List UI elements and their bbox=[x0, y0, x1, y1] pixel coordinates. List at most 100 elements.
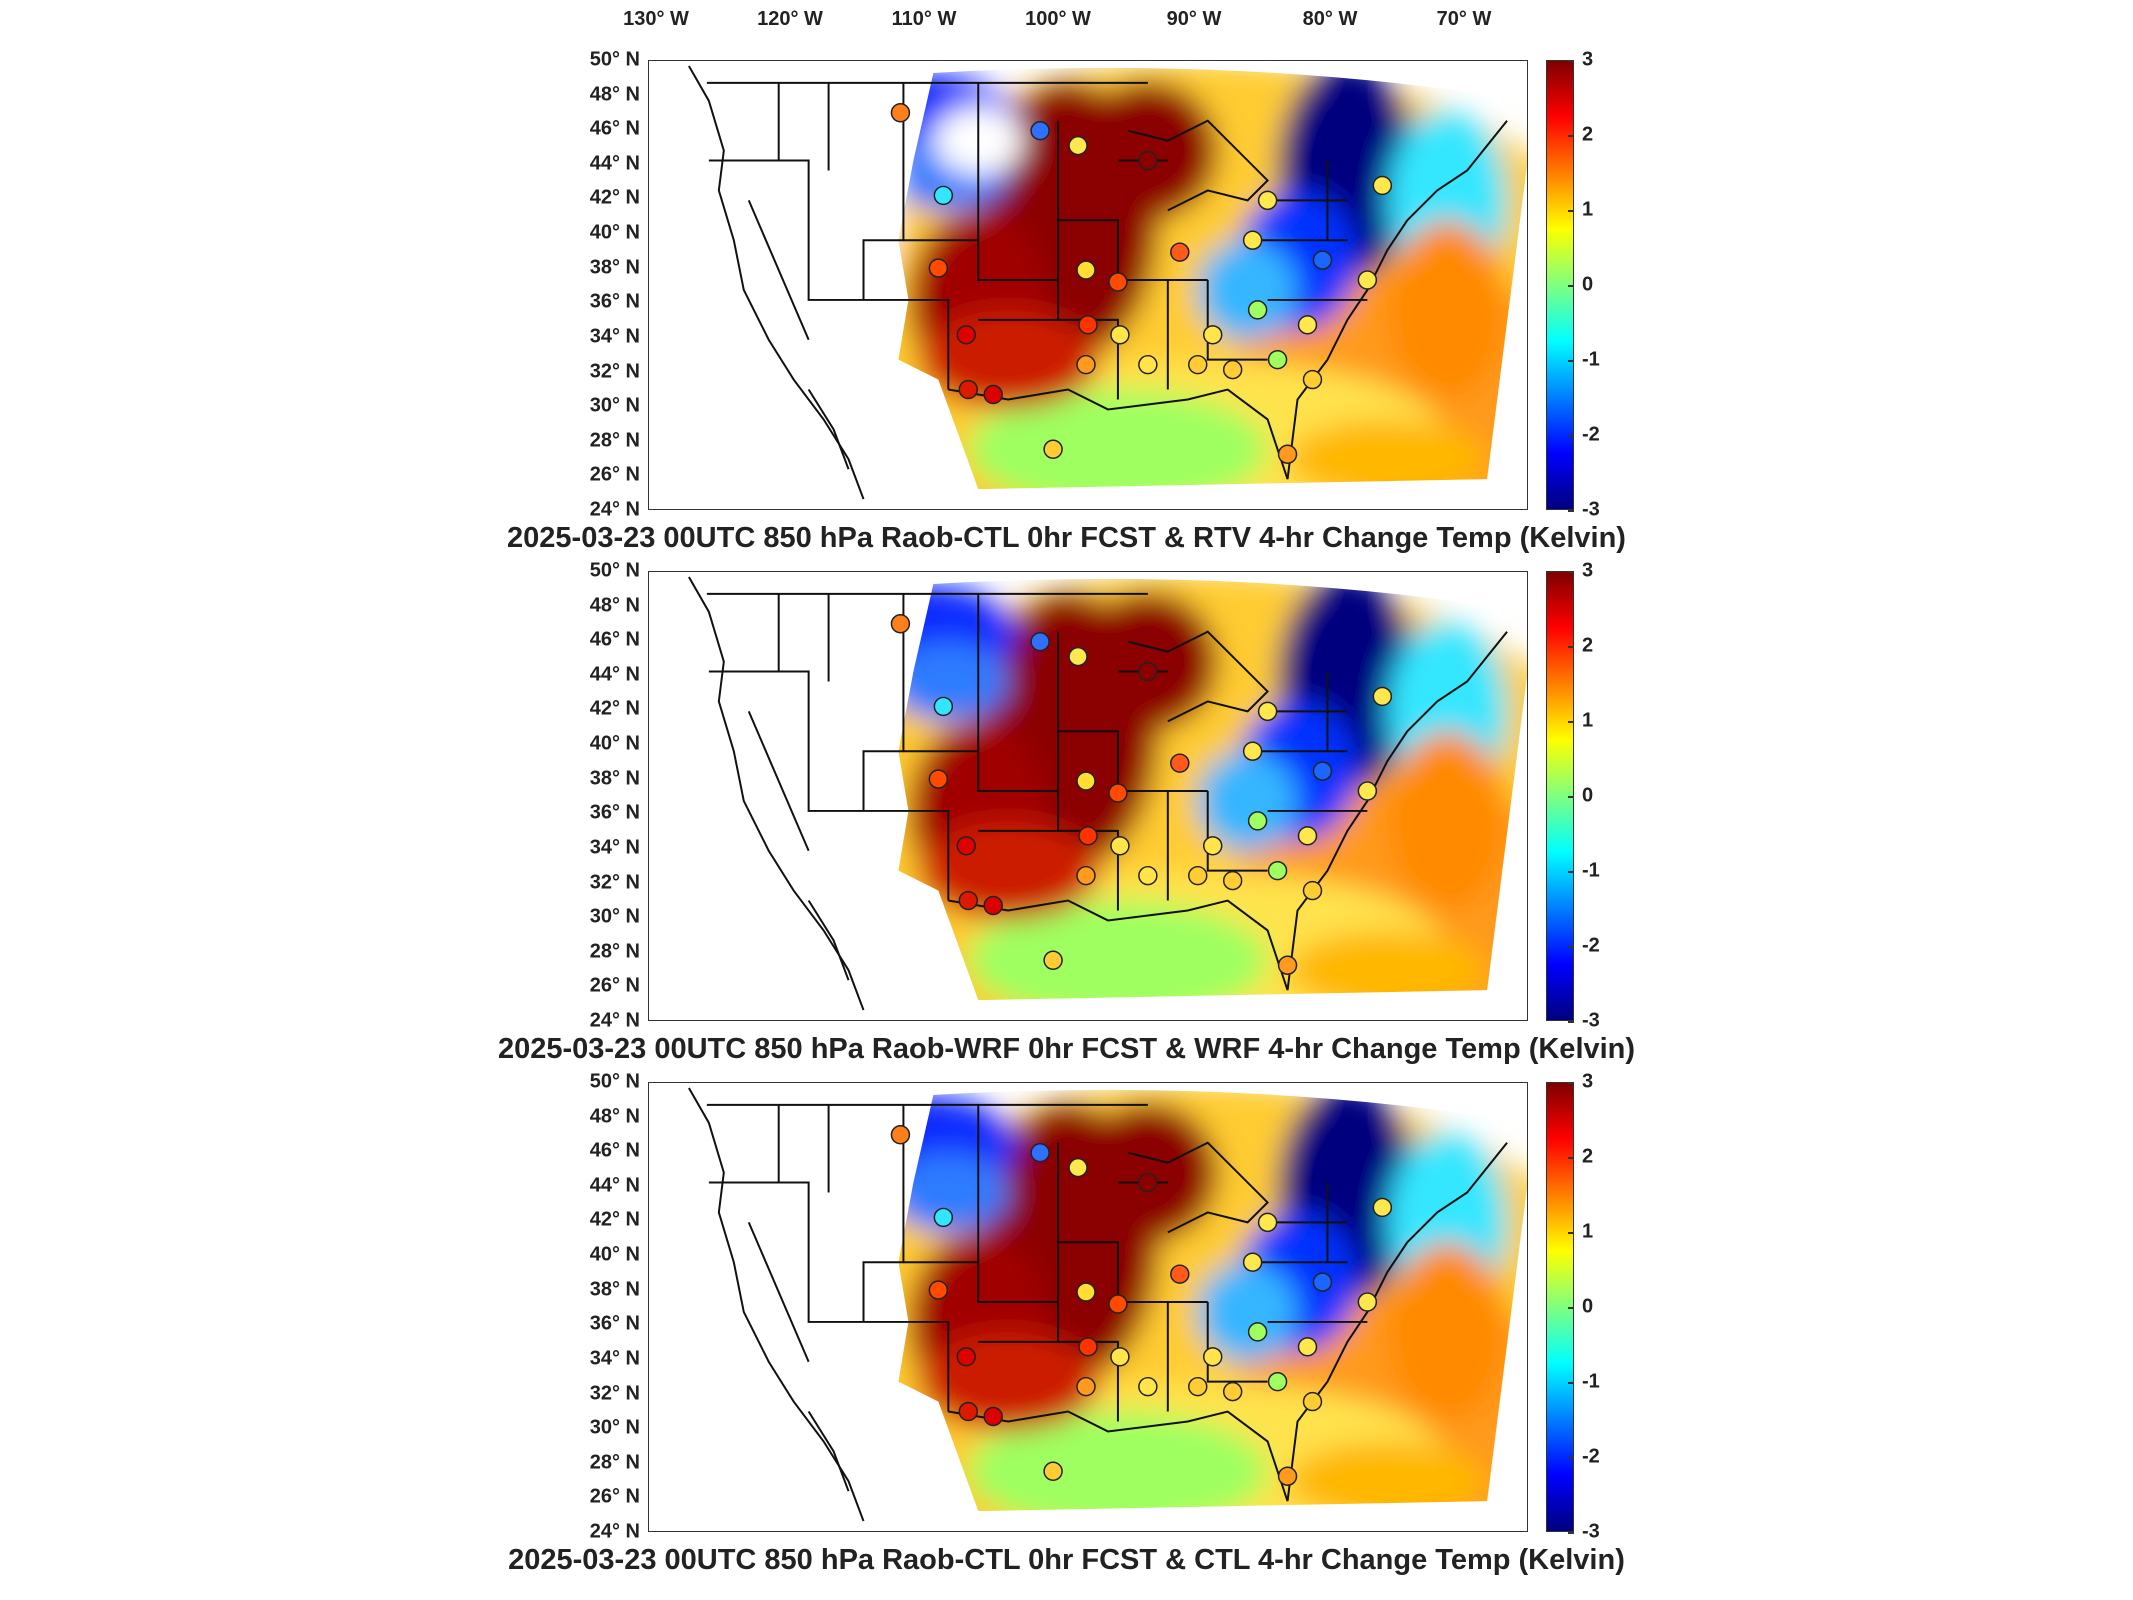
raob-station-marker bbox=[1068, 1157, 1088, 1178]
temperature-change-field bbox=[688, 1087, 1527, 1522]
raob-station-marker bbox=[958, 379, 979, 400]
raob-station-marker bbox=[1108, 1294, 1128, 1314]
raob-station-marker bbox=[956, 836, 977, 856]
colorbar-tick-label: 1 bbox=[1582, 1220, 1594, 1243]
longitude-label: 120° W bbox=[757, 8, 823, 30]
longitude-label: 80° W bbox=[1302, 8, 1358, 30]
colorbar-tick-label: 1 bbox=[1582, 198, 1594, 221]
raob-station-marker bbox=[1188, 865, 1208, 886]
raob-station-marker bbox=[1043, 950, 1063, 970]
colorbar-tick-mark bbox=[1568, 1307, 1574, 1309]
raob-station-marker bbox=[1138, 865, 1158, 886]
latitude-label: 36° N bbox=[589, 801, 640, 824]
longitude-label: 100° W bbox=[1025, 8, 1091, 30]
colorbar-tick-label: 2 bbox=[1582, 123, 1594, 146]
colorbar-tick-mark bbox=[1568, 796, 1574, 798]
latitude-label: 36° N bbox=[589, 290, 640, 313]
raob-station-marker bbox=[1202, 325, 1223, 345]
latitude-label: 38° N bbox=[589, 1278, 640, 1301]
raob-station-marker bbox=[1242, 230, 1263, 250]
raob-station-marker bbox=[928, 258, 949, 278]
raob-station-marker bbox=[1312, 1272, 1333, 1292]
raob-station-marker bbox=[983, 1406, 1003, 1427]
latitude-label: 34° N bbox=[589, 325, 640, 348]
raob-station-marker bbox=[1078, 1337, 1098, 1357]
colorbar-tick-label: 3 bbox=[1582, 48, 1594, 71]
colorbar-tick-label: 3 bbox=[1582, 559, 1594, 582]
raob-station-marker bbox=[1267, 349, 1288, 370]
colorbar-tick-mark bbox=[1568, 646, 1574, 648]
colorbar-tick-label: -2 bbox=[1582, 1445, 1600, 1468]
raob-station-marker bbox=[1076, 865, 1096, 886]
colorbar-tick-mark bbox=[1568, 135, 1574, 137]
colorbar-tick-mark bbox=[1568, 360, 1574, 362]
raob-station-marker bbox=[890, 614, 911, 634]
raob-station-marker bbox=[933, 185, 954, 206]
raob-station-marker bbox=[1138, 1172, 1158, 1193]
raob-station-marker bbox=[1297, 315, 1318, 335]
colorbar-tick-mark bbox=[1568, 510, 1574, 512]
raob-station-marker bbox=[958, 1401, 979, 1422]
raob-station-marker bbox=[956, 325, 977, 345]
raob-station-marker bbox=[1257, 1212, 1278, 1233]
raob-station-marker bbox=[1302, 880, 1323, 901]
latitude-label: 44° N bbox=[589, 663, 640, 686]
raob-station-marker bbox=[1267, 1371, 1288, 1392]
latitude-label: 30° N bbox=[589, 1416, 640, 1439]
latitude-label: 32° N bbox=[589, 360, 640, 383]
raob-station-marker bbox=[933, 696, 954, 717]
colorbar-tick-label: -2 bbox=[1582, 934, 1600, 957]
raob-station-marker bbox=[1222, 359, 1243, 380]
latitude-label: 28° N bbox=[589, 429, 640, 452]
raob-station-marker bbox=[1302, 1391, 1323, 1412]
colorbar-tick-label: 0 bbox=[1582, 273, 1594, 296]
colorbar-tick-mark bbox=[1568, 571, 1574, 573]
latitude-label: 38° N bbox=[589, 767, 640, 790]
panel-title: 2025-03-23 00UTC 850 hPa Raob-CTL 0hr FC… bbox=[507, 522, 1626, 554]
latitude-label: 50° N bbox=[589, 559, 640, 582]
raob-station-marker bbox=[1110, 1347, 1130, 1367]
latitude-label: 30° N bbox=[589, 905, 640, 928]
raob-station-marker bbox=[1076, 260, 1096, 280]
colorbar-tick-label: -1 bbox=[1582, 1370, 1600, 1393]
latitude-label: 28° N bbox=[589, 1451, 640, 1474]
latitude-label: 42° N bbox=[589, 697, 640, 720]
raob-station-marker bbox=[956, 1347, 977, 1367]
temperature-change-field bbox=[688, 65, 1527, 500]
raob-station-marker bbox=[1297, 1337, 1318, 1357]
latitude-label: 34° N bbox=[589, 1347, 640, 1370]
latitude-label: 24° N bbox=[589, 1520, 640, 1543]
latitude-label: 46° N bbox=[589, 1139, 640, 1162]
latitude-label: 40° N bbox=[589, 221, 640, 244]
latitude-label: 26° N bbox=[589, 1485, 640, 1508]
latitude-label: 46° N bbox=[589, 117, 640, 140]
raob-station-marker bbox=[1030, 120, 1050, 141]
raob-station-marker bbox=[1372, 686, 1393, 707]
raob-station-marker bbox=[890, 103, 911, 123]
raob-station-marker bbox=[983, 384, 1003, 405]
raob-station-marker bbox=[1170, 242, 1190, 262]
colorbar-tick-mark bbox=[1568, 1457, 1574, 1459]
latitude-label: 38° N bbox=[589, 256, 640, 279]
raob-station-marker bbox=[1267, 860, 1288, 881]
latitude-label: 50° N bbox=[589, 48, 640, 71]
raob-station-marker bbox=[1138, 150, 1158, 171]
raob-station-marker bbox=[1357, 1292, 1378, 1312]
latitude-label: 26° N bbox=[589, 974, 640, 997]
raob-station-marker bbox=[1242, 1252, 1263, 1272]
raob-station-marker bbox=[1138, 1376, 1158, 1397]
temperature-change-field bbox=[688, 576, 1527, 1011]
latitude-label: 42° N bbox=[589, 186, 640, 209]
raob-station-marker bbox=[890, 1125, 911, 1145]
raob-station-marker bbox=[1302, 369, 1323, 390]
raob-station-marker bbox=[1078, 826, 1098, 846]
colorbar-tick-label: 2 bbox=[1582, 634, 1594, 657]
raob-station-marker bbox=[928, 769, 949, 789]
colorbar-tick-label: 1 bbox=[1582, 709, 1594, 732]
raob-station-marker bbox=[1110, 836, 1130, 856]
raob-station-marker bbox=[928, 1280, 949, 1300]
raob-station-marker bbox=[1297, 826, 1318, 846]
raob-station-marker bbox=[933, 1207, 954, 1228]
colorbar-tick-label: -3 bbox=[1582, 498, 1600, 521]
raob-station-marker bbox=[1030, 631, 1050, 652]
